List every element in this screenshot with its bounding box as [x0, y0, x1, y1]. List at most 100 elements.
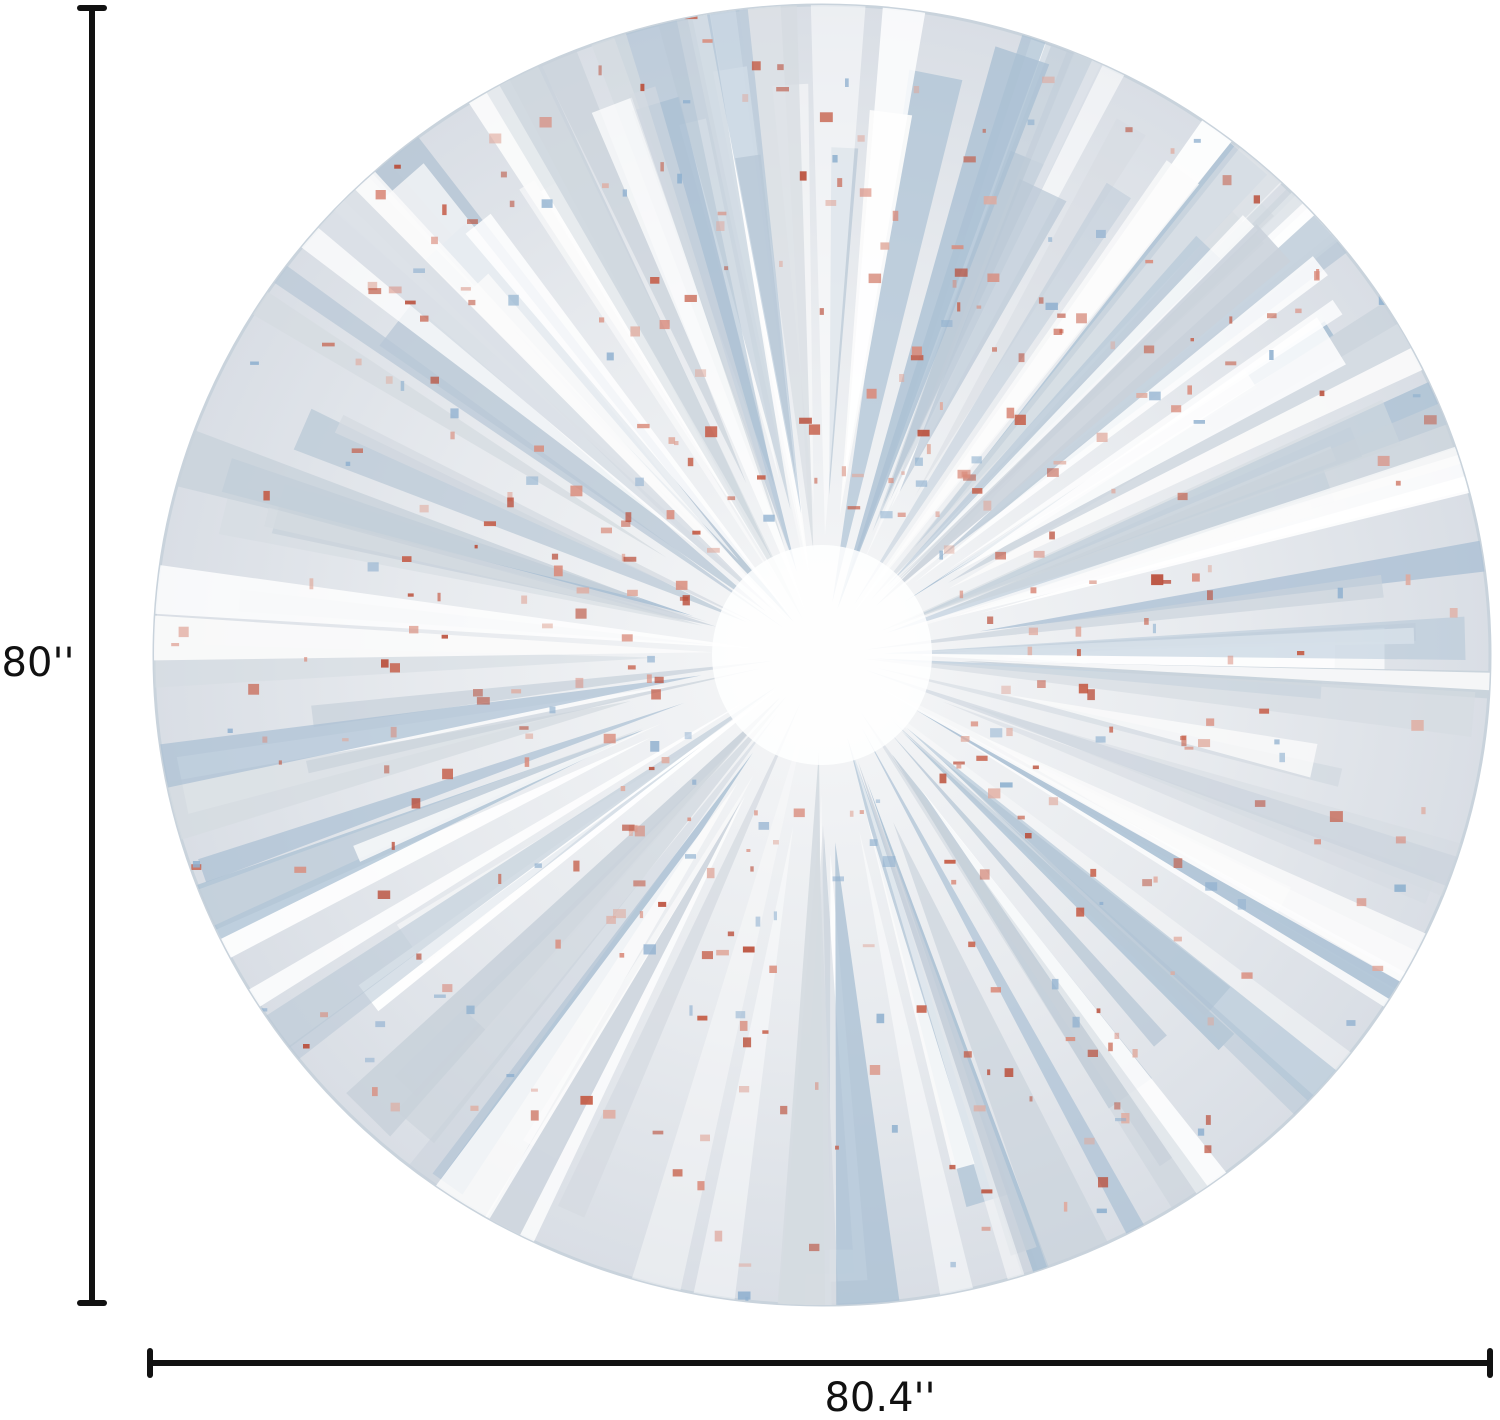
- rug-speck: [684, 294, 697, 302]
- rug-speck: [968, 941, 976, 948]
- rug-speck: [1346, 1020, 1356, 1026]
- rug-speck: [769, 965, 777, 973]
- rug-speck: [739, 1020, 748, 1031]
- rug-speck: [402, 556, 412, 562]
- rug-speck: [367, 562, 379, 572]
- rug-speck: [442, 768, 453, 780]
- rug-ray: [396, 783, 738, 1276]
- rug-speck: [825, 200, 837, 206]
- rug-speck: [926, 444, 931, 455]
- rug-speck: [365, 1057, 375, 1063]
- rug-ray: [887, 235, 1221, 587]
- rug-speck: [1204, 1145, 1212, 1154]
- rug-speck: [1181, 735, 1187, 747]
- rug-speck: [598, 65, 602, 76]
- rug-speck: [679, 596, 689, 601]
- rug-speck: [1000, 782, 1013, 788]
- rug-ray: [864, 669, 1490, 917]
- rug-ray: [629, 86, 789, 551]
- rug-speck: [1096, 432, 1108, 442]
- rug-speck: [777, 64, 784, 71]
- rug-speck: [799, 417, 812, 424]
- rug-speck: [716, 949, 729, 956]
- rug-speck: [192, 861, 200, 868]
- rug-ray: [866, 816, 975, 1170]
- rug-speck: [1045, 302, 1058, 310]
- rug-speck: [1329, 811, 1343, 822]
- rug-speck: [1149, 391, 1161, 401]
- rug-ray: [264, 507, 693, 623]
- rug-speck: [394, 164, 401, 169]
- rug-speck: [603, 733, 616, 744]
- rug-speck: [304, 657, 308, 662]
- rug-speck: [692, 779, 697, 785]
- rug-speck: [405, 300, 416, 305]
- rug-speck: [773, 840, 779, 845]
- rug-ray: [972, 660, 1490, 698]
- rug-speck: [1144, 618, 1149, 625]
- rug-speck: [745, 1296, 749, 1305]
- rug-speck: [981, 1226, 991, 1231]
- rug-ray: [928, 623, 1417, 651]
- rug-speck: [973, 1105, 986, 1112]
- rug-speck: [650, 277, 660, 284]
- rug-ray: [890, 733, 1167, 1047]
- rug-speck: [634, 825, 645, 837]
- rug-speck: [866, 388, 877, 399]
- rug-speck: [880, 242, 890, 250]
- rug-speck: [666, 510, 675, 520]
- rug-speck: [606, 915, 616, 924]
- rug-speck: [910, 355, 924, 361]
- rug-speck: [979, 869, 990, 880]
- rug-speck: [1078, 683, 1089, 694]
- rug-speck: [178, 626, 189, 638]
- rug-speck: [951, 879, 957, 885]
- rug-speck: [509, 200, 515, 208]
- rug-speck: [384, 765, 390, 774]
- rug-speck: [1017, 815, 1025, 820]
- rug-speck: [473, 689, 483, 697]
- rug-speck: [1177, 492, 1188, 501]
- rug-speck: [963, 1051, 972, 1058]
- rug-ray: [695, 5, 802, 515]
- rug-speck: [859, 188, 872, 197]
- rug-ray: [379, 303, 767, 612]
- rug-ray: [862, 658, 1476, 737]
- rug-speck: [1051, 978, 1059, 990]
- rug-speck: [390, 726, 397, 738]
- rug-speck: [956, 763, 962, 769]
- rug-speck: [727, 931, 735, 937]
- rug-speck: [1449, 608, 1458, 618]
- rug-speck: [957, 469, 971, 479]
- rug-speck: [519, 726, 529, 730]
- rug-ray: [519, 179, 787, 598]
- rug-speck: [1047, 468, 1059, 477]
- rug-speck: [599, 317, 605, 323]
- rug-speck: [1411, 720, 1424, 731]
- rug-ray: [832, 69, 963, 603]
- rug-speck: [987, 1069, 991, 1076]
- rug-speck: [672, 1169, 683, 1177]
- rug-speck: [635, 477, 644, 487]
- rug-speck: [1053, 328, 1063, 335]
- rug-speck: [385, 376, 393, 384]
- rug-ray: [236, 113, 774, 611]
- rug-speck: [622, 189, 627, 197]
- rug-ray: [1006, 694, 1318, 778]
- rug-speck: [375, 1021, 386, 1028]
- rug-speck: [345, 461, 351, 466]
- rug-speck: [695, 369, 707, 377]
- rug-speck: [489, 133, 502, 144]
- rug-ray: [433, 801, 741, 1305]
- rug-speck: [1356, 898, 1367, 907]
- rug-speck: [1072, 1016, 1080, 1028]
- rug-speck: [1032, 765, 1039, 770]
- rug-speck: [724, 266, 729, 271]
- rug-speck: [1114, 1102, 1121, 1110]
- rug-speck: [470, 1105, 479, 1111]
- rug-speck: [627, 665, 636, 670]
- rug-speck: [389, 663, 400, 673]
- rug-speck: [917, 429, 930, 437]
- rug-speck: [643, 944, 656, 955]
- rug-speck: [1295, 308, 1302, 314]
